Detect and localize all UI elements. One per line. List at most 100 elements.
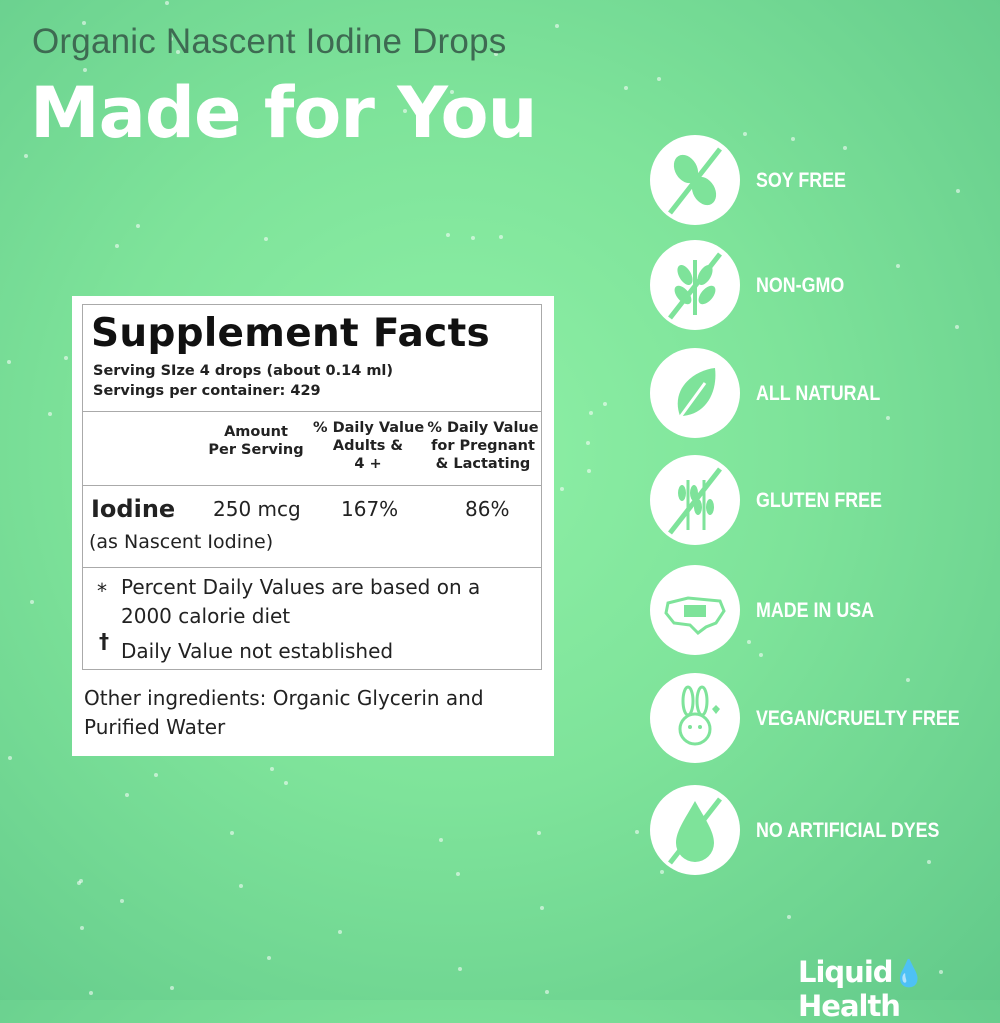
divider <box>83 411 541 412</box>
badge-label: VEGAN/CRUELTY FREE <box>756 707 960 730</box>
sparkle-dot <box>926 860 931 865</box>
sparkle-dot <box>153 772 158 777</box>
serving-size: Serving SIze 4 drops (about 0.14 ml) <box>93 363 394 379</box>
sparkle-dot <box>539 906 544 911</box>
sparkle-dot <box>7 359 11 364</box>
sparkle-dot <box>602 401 607 406</box>
sparkle-dot <box>264 236 269 241</box>
note-not-established: Daily Value not established <box>121 639 394 663</box>
sparkle-dot <box>758 652 763 657</box>
sparkle-dot <box>8 756 13 761</box>
sparkle-dot <box>858 968 863 973</box>
column-dv-adults: % Daily Value Adults & 4 + <box>313 420 425 472</box>
sparkle-dot <box>115 243 120 248</box>
sparkle-dot <box>657 76 662 81</box>
column-amount: Amount Per Serving <box>208 424 304 458</box>
nutrient-amount: 250 mcg <box>213 497 301 521</box>
leaf-icon <box>676 368 716 421</box>
sparkle-dot <box>29 600 34 605</box>
nutrient-dv-adults: 167% <box>341 497 399 521</box>
sparkle-dot <box>747 640 752 645</box>
non-gmo-icon <box>668 252 722 320</box>
sparkle-dot <box>78 878 83 883</box>
sparkle-dot <box>229 830 234 835</box>
sparkle-dot <box>896 264 901 269</box>
supplement-facts-card: Supplement Facts Serving SIze 4 drops (a… <box>72 296 554 756</box>
note-symbol: † <box>99 629 109 653</box>
sparkle-dot <box>438 838 443 843</box>
badge-label: NON-GMO <box>756 274 845 297</box>
badge-soy-free <box>650 135 740 225</box>
sparkle-dot <box>403 109 408 114</box>
sparkle-dot <box>337 930 342 935</box>
sparkle-dot <box>494 52 499 57</box>
sparkle-dot <box>238 884 243 889</box>
sparkle-dot <box>635 829 640 834</box>
badge-vegan-cruelty-free <box>650 673 740 763</box>
sparkle-dot <box>885 415 890 420</box>
sparkle-dot <box>537 830 542 835</box>
badge-label: GLUTEN FREE <box>756 489 882 512</box>
sparkle-dot <box>458 967 463 972</box>
page-title: Made for You <box>30 72 537 154</box>
nutrient-dv-pregnant: 86% <box>465 497 510 521</box>
sparkle-dot <box>545 989 550 994</box>
badge-label: SOY FREE <box>756 169 846 192</box>
sparkle-dot <box>456 872 461 877</box>
sparkle-dot <box>170 985 175 990</box>
sparkle-dot <box>270 766 275 771</box>
sparkle-dot <box>587 469 592 474</box>
badge-gluten-free <box>650 455 740 545</box>
supplement-facts-panel: Supplement Facts Serving SIze 4 drops (a… <box>82 304 542 670</box>
facts-title: Supplement Facts <box>91 311 491 356</box>
sparkle-dot <box>955 324 960 329</box>
sparkle-dot <box>266 956 271 961</box>
sparkle-dot <box>554 24 559 29</box>
sparkle-dot <box>743 131 748 136</box>
sparkle-dot <box>660 869 665 874</box>
badge-all-natural <box>650 348 740 438</box>
sparkle-dot <box>164 0 169 5</box>
note-symbol: * <box>97 579 107 603</box>
sparkle-dot <box>64 355 69 360</box>
brand-logo: Liquid💧Health <box>798 955 925 1023</box>
column-dv-pregnant: % Daily Value for Pregnant & Lactating <box>427 420 539 472</box>
badge-label: MADE IN USA <box>756 599 875 622</box>
sparkle-dot <box>136 223 140 228</box>
badge-made-in-usa <box>650 565 740 655</box>
sparkle-dot <box>843 145 848 150</box>
badge-no-artificial-dyes <box>650 785 740 875</box>
sparkle-dot <box>470 236 475 241</box>
gluten-free-icon <box>668 467 722 535</box>
badge-label: ALL NATURAL <box>756 382 881 405</box>
sparkle-dot <box>939 969 944 974</box>
sparkle-dot <box>790 136 795 141</box>
sparkle-dot <box>445 232 450 237</box>
page-subtitle: Organic Nascent Iodine Drops <box>32 22 507 61</box>
bunny-icon <box>678 685 720 746</box>
divider <box>83 485 541 486</box>
divider <box>83 567 541 568</box>
note-daily-values: Percent Daily Values are based on a 2000… <box>121 575 481 628</box>
sparkle-dot <box>955 189 960 194</box>
sparkle-dot <box>120 898 125 903</box>
sparkle-dot <box>560 487 565 492</box>
sparkle-dot <box>284 781 289 786</box>
sparkle-dot <box>82 68 87 73</box>
sparkle-dot <box>585 441 590 446</box>
servings-per-container: Servings per container: 429 <box>93 383 321 399</box>
sparkle-dot <box>624 86 628 91</box>
badge-label: NO ARTIFICIAL DYES <box>756 819 940 842</box>
sparkle-dot <box>906 677 911 682</box>
sparkle-dot <box>787 914 792 919</box>
sparkle-dot <box>24 154 29 159</box>
sparkle-dot <box>589 410 594 415</box>
sparkle-dot <box>168 37 173 42</box>
sparkle-dot <box>81 21 86 25</box>
sparkle-dot <box>176 50 181 55</box>
sparkle-dot <box>450 90 455 95</box>
soy-free-icon <box>668 147 722 215</box>
no-dye-drop-icon <box>668 797 722 865</box>
badge-non-gmo <box>650 240 740 330</box>
nutrient-name: Iodine <box>91 495 176 523</box>
